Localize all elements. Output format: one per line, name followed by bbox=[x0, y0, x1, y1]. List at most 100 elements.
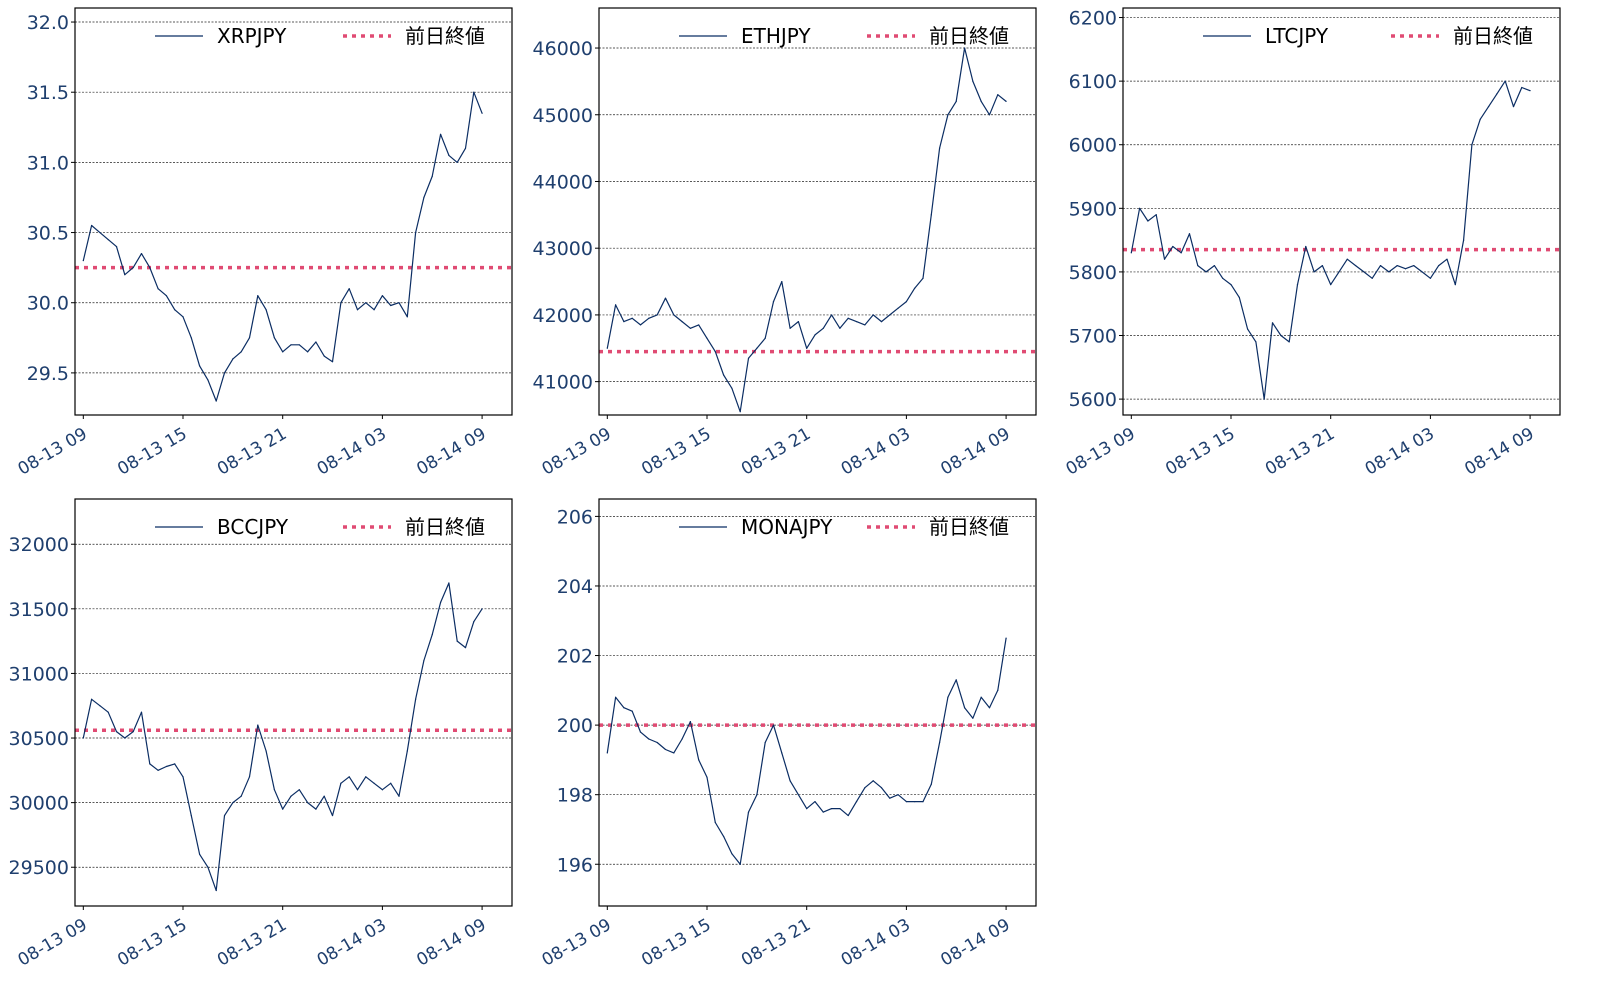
x-tick-label: 08-14 09 bbox=[413, 915, 489, 971]
price-point bbox=[698, 324, 700, 326]
price-point bbox=[464, 646, 467, 649]
price-point bbox=[406, 750, 408, 752]
price-point bbox=[839, 807, 841, 810]
price-point bbox=[955, 679, 957, 681]
price-point bbox=[698, 759, 700, 761]
price-point bbox=[165, 765, 167, 768]
price-point bbox=[656, 741, 658, 744]
price-point bbox=[706, 337, 708, 339]
price-point bbox=[1205, 271, 1207, 273]
legend-label-price: ETHJPY bbox=[741, 24, 811, 48]
legend-label-previous-close: 前日終値 bbox=[405, 24, 485, 48]
price-point bbox=[648, 317, 650, 319]
price-point bbox=[681, 738, 683, 740]
price-point bbox=[1404, 268, 1407, 270]
price-point bbox=[223, 372, 226, 374]
price-point bbox=[797, 320, 799, 323]
price-point bbox=[831, 807, 833, 810]
price-point bbox=[307, 351, 309, 353]
price-point bbox=[390, 304, 392, 307]
price-point bbox=[673, 752, 675, 754]
price-point bbox=[706, 776, 708, 778]
price-point bbox=[1529, 90, 1531, 92]
price-point bbox=[781, 752, 783, 754]
price-point bbox=[905, 801, 907, 803]
price-point bbox=[348, 288, 350, 290]
price-point bbox=[988, 707, 991, 709]
price-point bbox=[365, 776, 367, 778]
y-tick-label: 6000 bbox=[1069, 135, 1117, 157]
price-point bbox=[972, 717, 974, 719]
price-point bbox=[914, 287, 916, 289]
price-point bbox=[481, 608, 483, 610]
price-point bbox=[215, 400, 217, 402]
price-point bbox=[1005, 100, 1007, 103]
price-point bbox=[764, 337, 766, 339]
y-tick-label: 41000 bbox=[533, 372, 593, 394]
legend: ETHJPY 前日終値 bbox=[679, 24, 1009, 48]
chart-panel-2: 41000 42000 43000 44000 45000 46000 08-13 09 08… bbox=[533, 7, 1037, 480]
price-point bbox=[481, 112, 483, 114]
price-point bbox=[1230, 284, 1232, 286]
price-point bbox=[897, 794, 899, 796]
price-point bbox=[972, 80, 974, 82]
x-tick-label: 08-13 15 bbox=[1162, 424, 1238, 480]
price-point bbox=[1313, 271, 1315, 273]
price-point bbox=[1521, 86, 1523, 89]
price-point bbox=[348, 776, 350, 778]
y-tick-label: 45000 bbox=[533, 105, 593, 127]
price-point bbox=[673, 314, 675, 316]
price-point bbox=[1271, 322, 1274, 324]
price-point bbox=[431, 634, 433, 636]
price-point bbox=[723, 835, 725, 838]
legend-label-previous-close: 前日終値 bbox=[405, 515, 485, 539]
price-point bbox=[731, 853, 733, 855]
price-point bbox=[140, 253, 143, 255]
price-point bbox=[922, 277, 924, 279]
price-point bbox=[115, 730, 118, 733]
price-point bbox=[124, 737, 126, 739]
x-tick-label: 08-14 03 bbox=[314, 915, 390, 971]
price-point bbox=[415, 698, 417, 700]
price-point bbox=[889, 314, 891, 316]
price-point bbox=[373, 309, 375, 311]
price-point bbox=[331, 361, 334, 363]
price-point bbox=[248, 776, 251, 778]
price-point bbox=[1396, 264, 1398, 267]
price-point bbox=[963, 47, 966, 49]
plot-frame bbox=[74, 7, 513, 416]
x-tick-label: 08-14 09 bbox=[937, 424, 1013, 480]
price-point bbox=[997, 689, 999, 691]
price-point bbox=[215, 889, 217, 892]
price-point bbox=[997, 94, 999, 96]
price-point bbox=[806, 807, 808, 810]
price-point bbox=[381, 789, 383, 791]
price-point bbox=[1446, 258, 1448, 260]
price-point bbox=[897, 307, 899, 309]
price-point bbox=[764, 741, 766, 744]
price-point bbox=[290, 344, 292, 346]
price-point bbox=[82, 260, 84, 262]
price-point bbox=[464, 147, 467, 149]
price-point bbox=[132, 730, 134, 733]
price-point bbox=[914, 801, 916, 803]
price-point bbox=[1421, 271, 1423, 273]
price-point bbox=[406, 316, 408, 318]
price-point bbox=[889, 797, 891, 799]
price-point bbox=[282, 351, 284, 353]
price-point bbox=[415, 231, 417, 234]
price-point bbox=[1471, 144, 1473, 146]
price-point bbox=[365, 302, 367, 304]
price-point bbox=[1155, 214, 1157, 216]
legend: MONAJPY 前日終値 bbox=[679, 515, 1009, 539]
price-point bbox=[689, 327, 691, 329]
price-point bbox=[831, 314, 833, 316]
price-point bbox=[822, 327, 824, 329]
price-point bbox=[1438, 264, 1440, 267]
price-point bbox=[847, 317, 849, 319]
y-tick-label: 32.0 bbox=[27, 12, 69, 34]
price-point bbox=[1139, 207, 1141, 209]
price-point bbox=[157, 288, 159, 290]
price-point bbox=[772, 724, 775, 726]
price-point bbox=[1363, 271, 1365, 273]
